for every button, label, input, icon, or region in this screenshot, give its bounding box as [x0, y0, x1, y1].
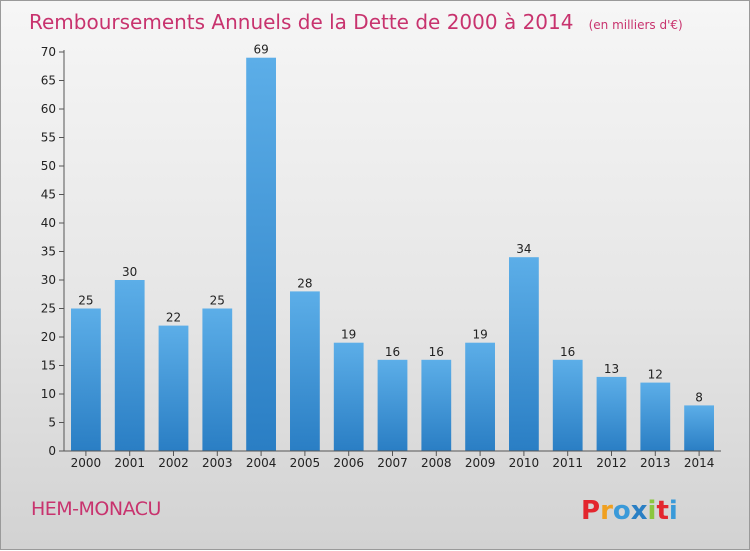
- bar-2000: [71, 308, 101, 451]
- bar-2002: [158, 325, 189, 451]
- x-tick-label-2005: 2005: [290, 456, 321, 470]
- y-tick-label: 15: [41, 359, 56, 373]
- bar-2011: [552, 359, 583, 451]
- chart-title: Remboursements Annuels de la Dette de 20…: [29, 10, 683, 34]
- y-tick-label: 10: [41, 387, 56, 401]
- data-label-2011: 16: [560, 345, 575, 359]
- y-tick-label: 35: [41, 245, 56, 259]
- y-tick-label: 50: [41, 159, 56, 173]
- bars-group: 25 30 22 25 69 28 19 16 16 19 34 16 13 12 8: [71, 43, 714, 451]
- data-label-2003: 25: [210, 294, 225, 308]
- x-tick-label-2004: 2004: [246, 456, 277, 470]
- y-tick-label: 55: [41, 131, 56, 145]
- y-tick-label: 60: [41, 102, 56, 116]
- x-tick-label-2008: 2008: [421, 456, 452, 470]
- x-tick-label-2013: 2013: [640, 456, 671, 470]
- y-tick-label: 20: [41, 330, 56, 344]
- chart-title-unit: (en milliers d'€): [589, 18, 683, 32]
- y-axis: 0 5 10 15 20 25 30 35 40 45 50 55 60 65 70: [41, 45, 65, 458]
- proxiti-logo: Proxiti: [581, 496, 678, 526]
- bar-2013: [640, 382, 671, 451]
- data-label-2013: 12: [648, 368, 663, 382]
- x-tick-label-2002: 2002: [158, 456, 189, 470]
- data-label-2014: 8: [695, 390, 703, 404]
- y-tick-label: 30: [41, 273, 56, 287]
- x-tick-label-2014: 2014: [684, 456, 715, 470]
- bar-2007: [377, 359, 408, 451]
- chart-title-main: Remboursements Annuels de la Dette de 20…: [29, 10, 573, 34]
- y-tick-label: 65: [41, 74, 56, 88]
- bar-2001: [114, 280, 145, 451]
- data-label-2004: 69: [253, 43, 268, 57]
- commune-name: HEM-MONACU: [31, 498, 161, 520]
- data-label-2005: 28: [297, 276, 312, 290]
- x-tick-label-2012: 2012: [596, 456, 627, 470]
- bar-2006: [333, 342, 364, 451]
- y-tick-label: 45: [41, 188, 56, 202]
- x-axis: 2000 2001 2002 2003 2004 2005 2006 2007 2008 2009…: [64, 450, 721, 470]
- data-label-2006: 19: [341, 328, 356, 342]
- data-label-2002: 22: [166, 311, 181, 325]
- y-tick-label: 70: [41, 45, 56, 59]
- y-tick-label: 25: [41, 302, 56, 316]
- x-tick-label-2001: 2001: [114, 456, 145, 470]
- bar-2005: [290, 291, 320, 451]
- bar-2009: [465, 342, 495, 451]
- x-tick-label-2003: 2003: [202, 456, 233, 470]
- data-label-2010: 34: [516, 242, 531, 256]
- data-label-2001: 30: [122, 265, 137, 279]
- data-label-2007: 16: [385, 345, 400, 359]
- x-tick-label-2000: 2000: [71, 456, 102, 470]
- bar-2003: [202, 308, 233, 451]
- bar-2012: [596, 376, 627, 451]
- data-label-2009: 19: [472, 328, 487, 342]
- bar-2010: [509, 257, 539, 451]
- y-tick-label: 40: [41, 216, 56, 230]
- x-tick-label-2010: 2010: [509, 456, 540, 470]
- bar-2014: [684, 405, 714, 451]
- y-tick-label: 0: [48, 444, 56, 458]
- y-tick-label: 5: [48, 416, 56, 430]
- data-label-2012: 13: [604, 362, 619, 376]
- data-label-2008: 16: [429, 345, 444, 359]
- bar-2004: [246, 57, 276, 451]
- x-tick-label-2009: 2009: [465, 456, 496, 470]
- x-tick-label-2007: 2007: [377, 456, 408, 470]
- bar-2008: [421, 359, 452, 451]
- x-tick-label-2006: 2006: [333, 456, 364, 470]
- x-tick-label-2011: 2011: [552, 456, 583, 470]
- data-label-2000: 25: [78, 294, 93, 308]
